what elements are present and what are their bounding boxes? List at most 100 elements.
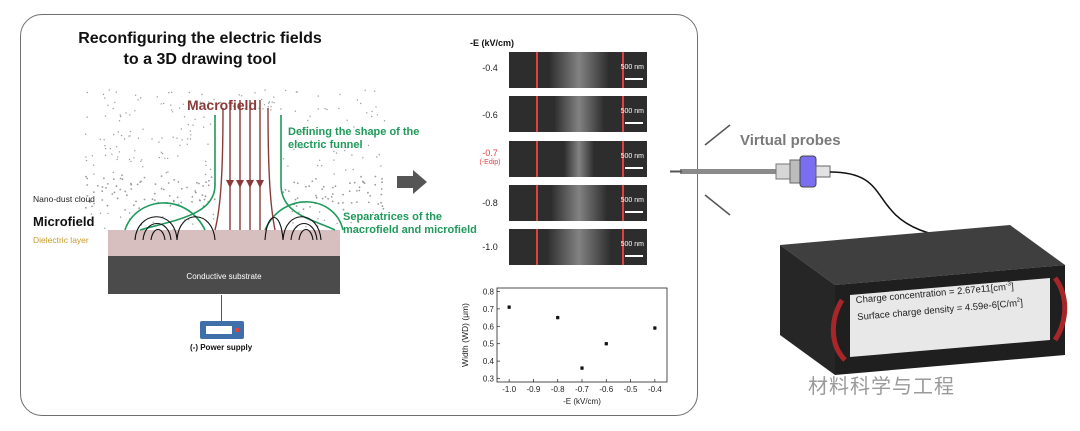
dust-particle [86,91,88,94]
dust-particle [91,205,93,208]
micrograph-1: 500 nm [509,96,647,132]
dust-particle [334,185,337,188]
dust-particle [158,156,161,159]
data-point [604,342,608,346]
dust-particle [317,218,319,220]
dust-particle [204,195,207,198]
row-label-4: -1.0 [482,242,498,252]
dust-particle [128,212,131,214]
dust-particle [109,147,112,150]
dust-particle [282,191,285,194]
dust-particle [119,216,122,218]
dust-particle [86,116,88,118]
dust-particle [358,186,361,189]
dust-particle [364,89,366,91]
dust-particle [170,109,173,111]
dust-particle [350,202,353,204]
x-tick-label: -0.8 [551,385,565,394]
dust-particle [380,165,382,167]
dust-particle [119,177,122,180]
dust-particle [315,178,317,180]
dust-particle [342,193,344,196]
dust-particle [350,222,352,224]
dust-particle [307,126,309,128]
dust-particle [112,108,114,110]
dust-particle [270,109,272,111]
dust-particle [180,187,183,190]
width-chart: 0.3 0.4 0.5 0.6 0.7 0.8 -1.0 -0.9 -0.8 -0.7 -0.6 -0… [460,287,668,406]
dust-particle [263,104,266,106]
dust-particle [86,184,88,186]
dust-particle [194,118,196,120]
dust-particle [308,185,311,187]
dust-particle [244,108,246,110]
dust-particle [129,114,131,116]
dust-particle [374,183,377,186]
nano-dust-label: Nano-dust cloud [33,194,95,204]
row-label-0: -0.4 [482,63,498,73]
dust-particle [291,210,293,213]
dust-particle [213,198,216,201]
x-tick-label: -0.9 [527,385,541,394]
power-supply-device [200,321,244,339]
dust-particle [333,159,335,161]
dust-particle [176,137,178,139]
dust-particle [120,134,123,137]
dust-particle [113,133,115,136]
probe-device [670,155,1068,375]
micrograph-4: 500 nm [509,229,647,265]
dust-particle [119,188,122,191]
y-tick-label: 0.7 [483,305,495,314]
dust-particle [160,175,163,177]
dust-particle [324,108,326,110]
dust-particle [85,206,87,209]
dust-particle [104,145,106,147]
dust-particle [317,164,319,167]
dust-particle [113,191,116,194]
dust-particle [180,201,183,204]
probe-bracket [704,124,731,216]
dust-particle [129,135,131,137]
figure-title: Reconfiguring the electric fields to a 3… [78,30,322,68]
dust-particle [356,99,359,101]
substrate-label: Conductive substrate [186,272,262,281]
dust-particle [356,201,358,203]
dust-particle [305,185,307,188]
dust-particle [111,153,113,155]
dust-particle [194,191,197,194]
dust-particle [321,197,324,200]
dust-particle [167,157,169,160]
dust-particle [136,183,139,186]
dust-particle [85,175,87,178]
dust-particle [363,182,366,184]
dust-particle [360,175,362,178]
x-tick-label: -1.0 [502,385,516,394]
dust-particle [293,181,296,184]
dust-particle [326,108,328,111]
dust-particle [307,119,309,122]
x-tick-label: -0.4 [648,385,662,394]
dust-particle [318,211,321,213]
dust-particle [333,173,335,175]
dust-particle [202,185,205,187]
dust-particle [342,202,344,204]
dust-particle [190,134,192,136]
dust-particle [160,103,162,105]
dust-particle [273,96,275,98]
dust-particle [198,199,201,201]
dust-particle [112,171,115,174]
dust-particle [289,142,292,144]
dust-particle [254,106,256,108]
dust-particle [160,187,163,190]
dust-particle [315,194,317,197]
microfield-label: Microfield [33,214,95,229]
dust-particle [134,150,136,152]
dust-particle [163,188,165,191]
dust-particle [293,148,295,150]
dust-particle [333,150,335,153]
dust-particle [178,107,181,109]
dust-particle [90,213,93,215]
row-label-2: -0.7 [482,148,498,158]
dust-particle [376,156,378,158]
dust-particle [138,207,140,210]
